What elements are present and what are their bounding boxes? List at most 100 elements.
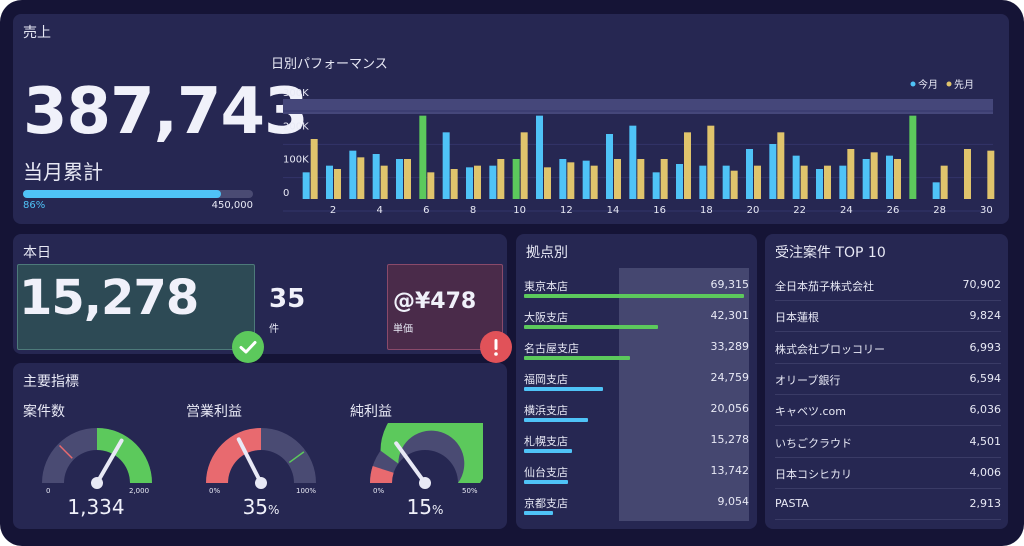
- bar-current: [792, 155, 800, 199]
- bar-previous: [404, 159, 411, 199]
- branch-value: 69,315: [710, 278, 750, 291]
- bar-previous: [357, 157, 365, 199]
- branch-row: 名古屋支店 33,289: [524, 334, 749, 365]
- gauge-band: [370, 466, 394, 483]
- bar-previous: [497, 159, 505, 199]
- branch-value: 9,054: [717, 495, 750, 508]
- gauge-needle: [394, 441, 427, 485]
- bar-previous: [730, 170, 738, 199]
- bar-current: [909, 115, 917, 199]
- gauge-operating-profit-value: 35%: [242, 495, 280, 519]
- x-tick-label: 22: [793, 205, 806, 216]
- bar-current: [839, 165, 847, 199]
- bar-current: [419, 115, 427, 199]
- top10-title: 受注案件 TOP 10: [775, 245, 886, 261]
- gauge-target-marker: [58, 444, 73, 459]
- sales-total: 387,743: [23, 75, 308, 149]
- legend-swatch-previous: [946, 81, 952, 87]
- bar-current: [769, 144, 777, 199]
- gauge-net-profit-min: 0%: [373, 487, 385, 495]
- gauge-needle-hub: [419, 477, 431, 489]
- client-name: キャベツ.com: [775, 405, 846, 419]
- top10-row: いちごクラウド 4,501: [775, 427, 1001, 458]
- bar-previous: [637, 159, 645, 199]
- bar-previous: [964, 149, 971, 199]
- sales-progress-max: 450,000: [211, 200, 253, 211]
- gauge-needle-hub: [91, 477, 103, 489]
- branch-name: 京都支店: [524, 497, 568, 510]
- top10-row: 日本蓮根 9,824: [775, 301, 1001, 333]
- today-value-box: [17, 264, 255, 350]
- branch-row: 札幌支店 15,278: [524, 427, 749, 458]
- x-tick-label: 20: [747, 205, 760, 216]
- bar-previous: [450, 169, 458, 199]
- client-name: PASTA: [775, 497, 809, 511]
- client-value: 2,913: [969, 497, 1002, 511]
- bar-current: [349, 150, 357, 199]
- bar-current: [676, 164, 683, 199]
- bar-previous: [777, 132, 785, 199]
- x-tick-label: 6: [423, 205, 429, 216]
- sales-panel: 売上 387,743 当月累計 86% 450,000 日別パフォーマンス 30…: [13, 14, 1009, 224]
- branch-value: 15,278: [710, 433, 750, 446]
- bar-previous: [380, 165, 388, 199]
- y-tick-label: 300K: [283, 88, 309, 99]
- gauge-cases-value: 1,334: [67, 495, 125, 519]
- gauge-title-cases: 案件数: [23, 404, 65, 420]
- x-tick-label: 30: [980, 205, 993, 216]
- branch-row: 横浜支店 20,056: [524, 396, 749, 427]
- branch-title: 拠点別: [526, 245, 568, 261]
- sales-progress-track: [23, 190, 253, 198]
- gauge-cases-max: 2,000: [129, 487, 150, 495]
- branch-row: 京都支店 9,054: [524, 489, 749, 520]
- bar-current: [442, 132, 450, 199]
- branch-row: 福岡支店 24,759: [524, 365, 749, 396]
- bar-previous: [544, 167, 551, 199]
- target-band: [283, 99, 993, 114]
- gauge-net-profit-max: 50%: [462, 487, 478, 495]
- bar-previous: [520, 132, 528, 199]
- y-tick-label: 100K: [283, 155, 309, 166]
- branch-name: 大阪支店: [524, 311, 568, 324]
- legend-label-current: 今月: [918, 78, 938, 91]
- top10-panel: 受注案件 TOP 10 全日本茄子株式会社 70,902 日本蓮根 9,824 株式会社…: [765, 234, 1008, 529]
- bar-previous: [474, 165, 481, 199]
- bar-current: [699, 165, 707, 199]
- today-title: 本日: [23, 245, 51, 261]
- gauge-band: [97, 428, 152, 483]
- top10-row: 株式会社ブロッコリー 6,993: [775, 333, 1001, 364]
- client-value: 6,993: [969, 340, 1002, 354]
- legend-swatch-current: [910, 81, 916, 87]
- branch-name: 横浜支店: [524, 404, 568, 417]
- client-name: オリーブ銀行: [775, 373, 841, 387]
- branch-panel: 拠点別 東京本店 69,315 大阪支店 42,301 名古屋支店 33,289 福岡支店 2…: [516, 234, 757, 529]
- sales-progress-fill: [23, 190, 221, 198]
- today-panel: 本日 15,278 35 件 @¥478 単価: [13, 234, 507, 354]
- order-count-unit: 件: [269, 324, 279, 335]
- branch-name: 福岡支店: [524, 373, 568, 386]
- bar-previous: [870, 152, 878, 199]
- top10-row: オリーブ銀行 6,594: [775, 364, 1001, 395]
- branch-bar: [524, 325, 658, 329]
- order-count: 35: [269, 284, 306, 314]
- client-name: 日本コシヒカリ: [775, 467, 852, 481]
- bar-current: [489, 165, 497, 199]
- gauge-cases-min: 0: [46, 487, 51, 495]
- client-value: 70,902: [962, 278, 1002, 291]
- bar-current: [372, 154, 380, 199]
- gauge-title-net-profit: 純利益: [350, 404, 392, 420]
- client-name: 全日本茄子株式会社: [775, 280, 874, 293]
- daily-chart-title: 日別パフォーマンス: [271, 57, 388, 72]
- bar-current: [629, 125, 637, 199]
- bar-current: [606, 134, 613, 199]
- gauge-band: [380, 423, 483, 483]
- bar-current: [536, 115, 543, 199]
- branch-name: 札幌支店: [524, 435, 568, 448]
- gauge-target-marker: [288, 451, 305, 464]
- check-icon: [232, 331, 264, 363]
- client-value: 4,501: [969, 434, 1002, 448]
- y-tick-label: 200K: [283, 121, 309, 132]
- branch-bar: [524, 480, 568, 484]
- bar-current: [582, 160, 590, 199]
